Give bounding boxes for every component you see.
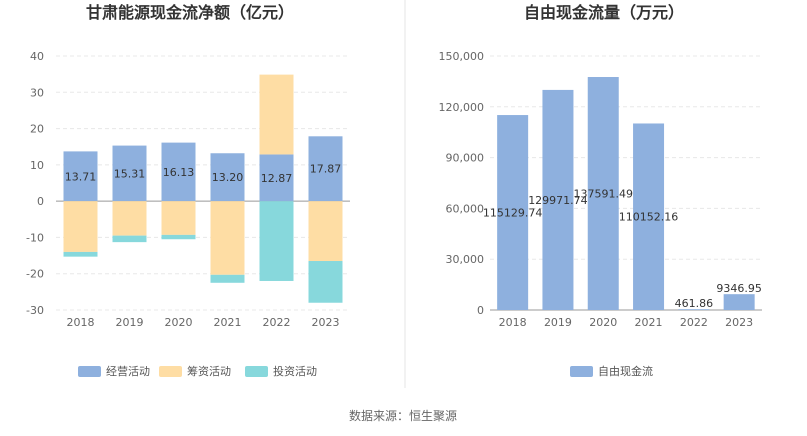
x-tick-label: 2021: [635, 316, 663, 329]
bar-投资活动-2019: [112, 235, 147, 243]
data-label: 15.31: [114, 167, 146, 180]
y-tick-label: 40: [30, 50, 44, 63]
data-label: 461.86: [675, 297, 714, 310]
legend-swatch: [245, 366, 268, 377]
y-tick-label: 20: [30, 123, 44, 136]
x-tick-label: 2022: [680, 316, 708, 329]
bar-投资活动-2023: [308, 261, 343, 303]
left-chart-data-labels: 13.71 15.31 16.13 13.20 12.87 17.87: [65, 163, 342, 185]
legend-label: 筹资活动: [187, 364, 231, 378]
left-chart-bars: [63, 74, 343, 303]
bar-经营活动-2019: [112, 145, 147, 202]
left-chart-legend: 经营活动 筹资活动 投资活动: [78, 364, 317, 378]
data-label: 16.13: [163, 166, 195, 179]
y-tick-label: 30: [30, 86, 44, 99]
left-chart-gridlines: [56, 55, 350, 311]
data-source-note: 数据来源：恒生聚源: [349, 408, 457, 423]
data-label: 13.71: [65, 170, 97, 183]
legend-swatch: [78, 366, 101, 377]
legend-swatch: [570, 366, 593, 377]
bar-自由现金流-2021: [633, 123, 665, 310]
left-chart-title: 甘肃能源现金流净额（亿元）: [86, 3, 294, 22]
data-label: 137591.49: [574, 188, 634, 201]
bar-筹资活动-2020: [161, 201, 196, 235]
x-tick-label: 2020: [165, 316, 193, 329]
bar-筹资活动-2019: [112, 201, 147, 236]
bar-经营活动-2018: [63, 151, 98, 202]
bar-自由现金流-2018: [497, 115, 529, 311]
right-chart-legend: 自由现金流: [570, 364, 653, 378]
bar-经营活动-2022: [259, 154, 294, 202]
data-label: 13.20: [212, 171, 244, 184]
right-chart-x-axis: 2018 2019 2020 2021 2022 2023: [499, 316, 754, 329]
right-chart-gridlines: [490, 55, 762, 311]
x-tick-label: 2018: [499, 316, 527, 329]
bar-自由现金流-2019: [542, 89, 574, 310]
bar-经营活动-2021: [210, 153, 245, 202]
bar-自由现金流-2022: [678, 309, 710, 310]
data-label: 115129.74: [483, 207, 543, 220]
y-tick-label: -20: [26, 268, 44, 281]
data-label: 12.87: [261, 172, 293, 185]
bar-筹资活动-2018: [63, 201, 98, 252]
bar-自由现金流-2023: [723, 294, 755, 310]
y-tick-label: -10: [26, 231, 44, 244]
x-tick-label: 2020: [589, 316, 617, 329]
x-tick-label: 2023: [725, 316, 753, 329]
data-label: 9346.95: [716, 282, 762, 295]
data-label: 110152.16: [619, 211, 679, 224]
data-label: 17.87: [310, 163, 342, 176]
bar-自由现金流-2020: [587, 77, 619, 310]
x-tick-label: 2018: [67, 316, 95, 329]
y-tick-label: 0: [37, 195, 44, 208]
bar-筹资活动-2021: [210, 201, 245, 275]
bar-筹资活动-2023: [308, 201, 343, 262]
x-tick-label: 2019: [544, 316, 572, 329]
x-tick-label: 2022: [263, 316, 291, 329]
y-tick-label: 90,000: [446, 152, 485, 165]
right-chart-y-axis: 150,000 120,000 90,000 60,000 30,000 0: [439, 50, 485, 317]
y-tick-label: 120,000: [439, 101, 485, 114]
legend-swatch: [159, 366, 182, 377]
y-tick-label: 0: [477, 304, 484, 317]
bar-投资活动-2022: [259, 201, 294, 281]
data-label: 129971.74: [528, 194, 588, 207]
legend-label: 自由现金流: [598, 364, 653, 378]
x-tick-label: 2023: [312, 316, 340, 329]
right-chart-title: 自由现金流量（万元）: [524, 3, 684, 22]
y-tick-label: 30,000: [446, 253, 485, 266]
bar-投资活动-2018: [63, 251, 98, 257]
legend-label: 投资活动: [273, 364, 317, 378]
y-tick-label: 150,000: [439, 50, 485, 63]
legend-label: 经营活动: [106, 364, 150, 378]
left-chart-y-axis: 40 30 20 10 0 -10 -20 -30: [26, 50, 44, 317]
left-chart-x-axis: 2018 2019 2020 2021 2022 2023: [67, 316, 340, 329]
y-tick-label: -30: [26, 304, 44, 317]
bar-经营活动-2020: [161, 142, 196, 202]
x-tick-label: 2019: [116, 316, 144, 329]
right-chart-bars: [497, 77, 755, 311]
bar-筹资活动-2022: [259, 74, 294, 155]
x-tick-label: 2021: [214, 316, 242, 329]
y-tick-label: 60,000: [446, 202, 485, 215]
y-tick-label: 10: [30, 159, 44, 172]
bar-经营活动-2023: [308, 136, 343, 202]
bar-投资活动-2020: [161, 234, 196, 240]
bar-投资活动-2021: [210, 274, 245, 283]
